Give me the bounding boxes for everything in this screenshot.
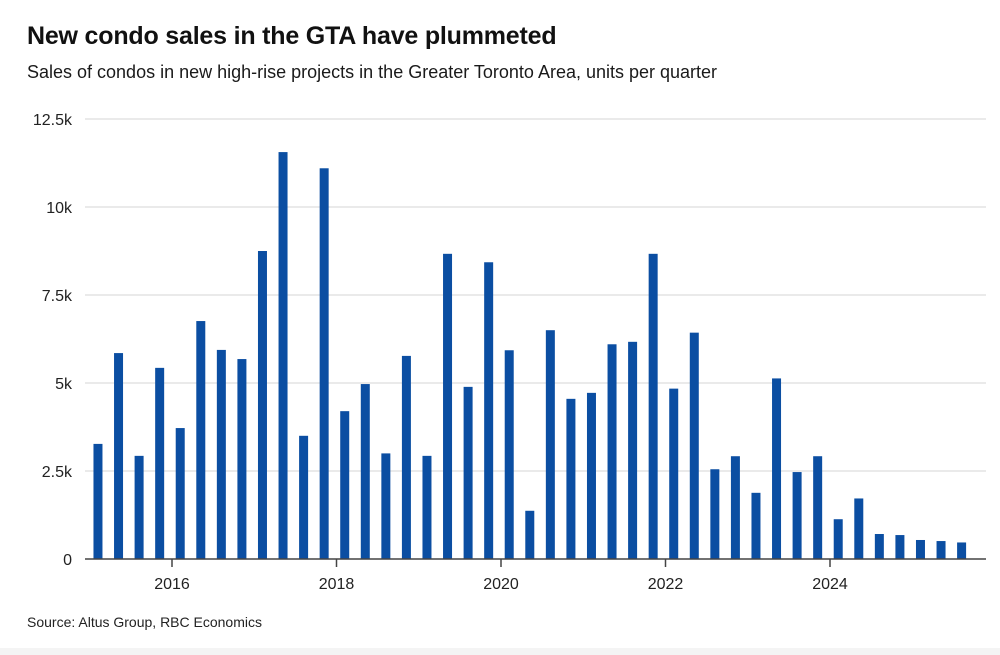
bar <box>689 332 699 559</box>
bar <box>484 262 494 559</box>
chart-title: New condo sales in the GTA have plummete… <box>27 22 557 50</box>
bar <box>957 542 967 559</box>
y-tick-label: 12.5k <box>33 112 73 129</box>
bar <box>443 253 453 559</box>
bar <box>401 355 411 559</box>
bar <box>586 392 596 559</box>
bar <box>813 456 823 559</box>
bar <box>196 321 206 559</box>
x-tick-label: 2022 <box>648 576 684 593</box>
bar <box>319 168 329 559</box>
bar <box>566 398 576 559</box>
bar <box>669 388 679 559</box>
bars <box>93 152 967 559</box>
y-tick-label: 0 <box>63 552 72 569</box>
x-tick-label: 2024 <box>812 576 848 593</box>
bar <box>216 349 226 559</box>
bar <box>299 435 309 559</box>
bar <box>710 469 720 559</box>
bar <box>257 251 267 559</box>
bar <box>504 350 514 559</box>
bar <box>648 253 658 559</box>
bar <box>874 534 884 559</box>
y-axis: 0 2.5k 5k 7.5k 10k 12.5k <box>33 112 73 569</box>
bar <box>772 378 782 559</box>
bar <box>833 519 843 559</box>
x-axis: 2016 2018 2020 2022 2024 <box>85 558 986 593</box>
y-tick-label: 2.5k <box>42 464 73 481</box>
source-note: Source: Altus Group, RBC Economics <box>27 614 262 630</box>
bar <box>525 510 535 559</box>
bar <box>792 472 802 559</box>
bar <box>278 152 288 559</box>
y-tick-label: 7.5k <box>42 288 73 305</box>
bar <box>237 359 247 559</box>
gridlines <box>85 118 986 472</box>
bar <box>545 330 555 559</box>
x-tick-label: 2020 <box>483 576 519 593</box>
bar <box>175 428 185 559</box>
bar <box>463 386 473 559</box>
bottom-strip <box>0 648 1000 655</box>
bar <box>422 455 432 559</box>
x-tick-label: 2016 <box>154 576 190 593</box>
bar <box>93 443 103 559</box>
bar <box>895 535 905 559</box>
bar <box>854 498 864 559</box>
bar <box>114 353 124 559</box>
bar <box>751 492 761 559</box>
chart-subtitle: Sales of condos in new high-rise project… <box>27 62 718 82</box>
y-tick-label: 5k <box>55 376 73 393</box>
x-tick-label: 2018 <box>319 576 355 593</box>
bar <box>340 411 350 559</box>
bar <box>730 456 740 559</box>
bar <box>360 384 370 559</box>
bar <box>155 367 165 559</box>
bar <box>628 341 638 559</box>
bar <box>134 455 144 559</box>
bar <box>915 539 925 559</box>
bar <box>381 453 391 559</box>
bar <box>936 541 946 559</box>
bar <box>607 344 617 559</box>
y-tick-label: 10k <box>46 200 73 217</box>
